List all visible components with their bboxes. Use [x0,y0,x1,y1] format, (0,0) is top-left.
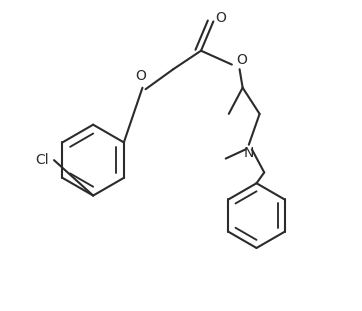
Text: O: O [215,11,226,25]
Text: O: O [135,69,146,83]
Text: Cl: Cl [35,153,49,167]
Text: O: O [236,53,247,67]
Text: N: N [244,146,254,160]
